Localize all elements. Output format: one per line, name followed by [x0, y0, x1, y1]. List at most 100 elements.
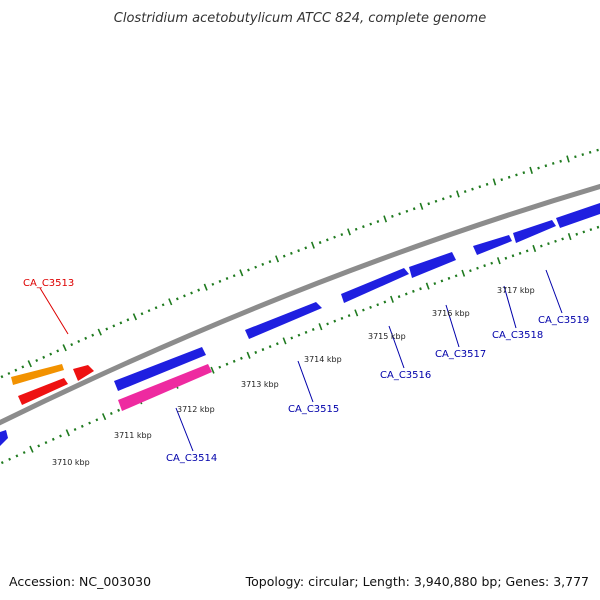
- minor-tick: [109, 412, 113, 415]
- gene-arrow[interactable]: [114, 347, 206, 391]
- gene-label[interactable]: CA_C3518: [492, 330, 543, 341]
- minor-tick: [268, 345, 272, 349]
- gene-arrow[interactable]: [341, 268, 409, 303]
- minor-tick: [397, 295, 401, 299]
- gene-arrow[interactable]: [245, 302, 322, 339]
- gene-arrow[interactable]: [118, 364, 212, 411]
- minor-tick: [218, 365, 222, 369]
- minor-tick: [441, 197, 445, 201]
- minor-tick: [434, 199, 438, 203]
- gene-label[interactable]: CA_C3516: [380, 370, 431, 381]
- minor-tick: [282, 254, 286, 258]
- minor-tick: [340, 316, 344, 320]
- major-tick: [461, 269, 466, 277]
- minor-tick: [290, 336, 294, 340]
- minor-tick: [232, 359, 236, 363]
- kbp-label: 3715 kbp: [368, 332, 406, 341]
- minor-tick: [504, 256, 508, 260]
- major-tick: [101, 413, 107, 421]
- minor-tick: [433, 282, 437, 286]
- minor-tick: [42, 355, 46, 359]
- minor-tick: [225, 362, 229, 366]
- major-tick: [419, 202, 424, 210]
- gene-arrow[interactable]: [11, 364, 64, 385]
- map-title: Clostridium acetobutylicum ATCC 824, com…: [114, 11, 486, 26]
- minor-tick: [88, 421, 92, 425]
- gene-arrow[interactable]: [473, 235, 512, 255]
- minor-tick: [362, 225, 365, 229]
- minor-tick: [476, 266, 479, 270]
- major-tick: [456, 190, 460, 198]
- minor-tick: [511, 254, 515, 258]
- minor-tick: [261, 262, 265, 266]
- minor-tick: [218, 279, 222, 283]
- minor-tick: [333, 235, 336, 239]
- minor-tick: [376, 303, 380, 307]
- minor-tick: [318, 241, 322, 245]
- minor-tick: [37, 444, 41, 448]
- minor-tick: [574, 155, 577, 159]
- minor-tick: [398, 212, 401, 216]
- minor-tick: [0, 375, 4, 379]
- gene-arrow[interactable]: [0, 430, 8, 446]
- kbp-labels: 3710 kbp 3711 kbp 3712 kbp 3713 kbp 3714…: [52, 286, 535, 467]
- minor-tick: [537, 166, 540, 170]
- gene-label[interactable]: CA_C3515: [288, 404, 339, 415]
- minor-tick: [325, 238, 329, 242]
- minor-tick: [581, 153, 585, 156]
- minor-tick: [56, 349, 60, 353]
- minor-tick: [211, 282, 215, 286]
- gene-labels: CA_C3513 CA_C3514 CA_C3515 CA_C3516 CA_C…: [23, 278, 589, 464]
- minor-tick: [77, 339, 81, 343]
- major-tick: [318, 323, 323, 331]
- major-tick: [383, 215, 388, 223]
- minor-tick: [175, 297, 179, 301]
- minor-tick: [117, 408, 121, 412]
- gene-label[interactable]: CA_C3519: [538, 315, 589, 326]
- minor-tick: [8, 457, 12, 461]
- minor-tick: [73, 427, 77, 432]
- major-tick: [239, 269, 244, 277]
- gene-arrow[interactable]: [556, 203, 600, 228]
- minor-tick: [225, 277, 229, 280]
- gene-arrow[interactable]: [513, 220, 556, 243]
- minor-tick: [575, 232, 579, 236]
- minor-tick: [500, 178, 504, 182]
- minor-tick: [561, 237, 564, 241]
- major-tick: [567, 233, 572, 241]
- gene-arrow[interactable]: [18, 378, 68, 405]
- minor-tick: [14, 368, 18, 372]
- minor-tick: [485, 182, 489, 186]
- minor-tick: [59, 434, 62, 438]
- minor-tick: [554, 239, 557, 243]
- minor-tick: [463, 190, 467, 194]
- major-tick: [492, 178, 497, 186]
- minor-tick: [183, 294, 186, 298]
- minor-tick: [275, 342, 279, 346]
- major-tick: [246, 351, 251, 359]
- minor-tick: [559, 159, 562, 163]
- minor-tick: [197, 288, 201, 292]
- major-tick: [390, 295, 394, 303]
- minor-tick: [0, 461, 4, 465]
- gene-label[interactable]: CA_C3517: [435, 349, 486, 360]
- minor-tick: [471, 187, 474, 191]
- gene-label[interactable]: CA_C3514: [166, 453, 217, 464]
- minor-tick: [412, 289, 415, 293]
- gene-label[interactable]: CA_C3513: [23, 278, 74, 289]
- major-tick: [282, 337, 287, 345]
- genome-backbone: [0, 183, 600, 426]
- minor-tick: [582, 230, 586, 234]
- minor-tick: [507, 175, 511, 179]
- major-tick: [62, 344, 67, 352]
- minor-tick: [44, 441, 48, 445]
- minor-tick: [190, 291, 193, 295]
- minor-tick: [311, 328, 315, 331]
- major-tick: [275, 255, 280, 263]
- gene-arrow[interactable]: [409, 252, 456, 278]
- major-tick: [97, 328, 102, 336]
- minor-tick: [405, 209, 409, 213]
- gene-arrow[interactable]: [73, 365, 94, 381]
- minor-tick: [449, 194, 452, 198]
